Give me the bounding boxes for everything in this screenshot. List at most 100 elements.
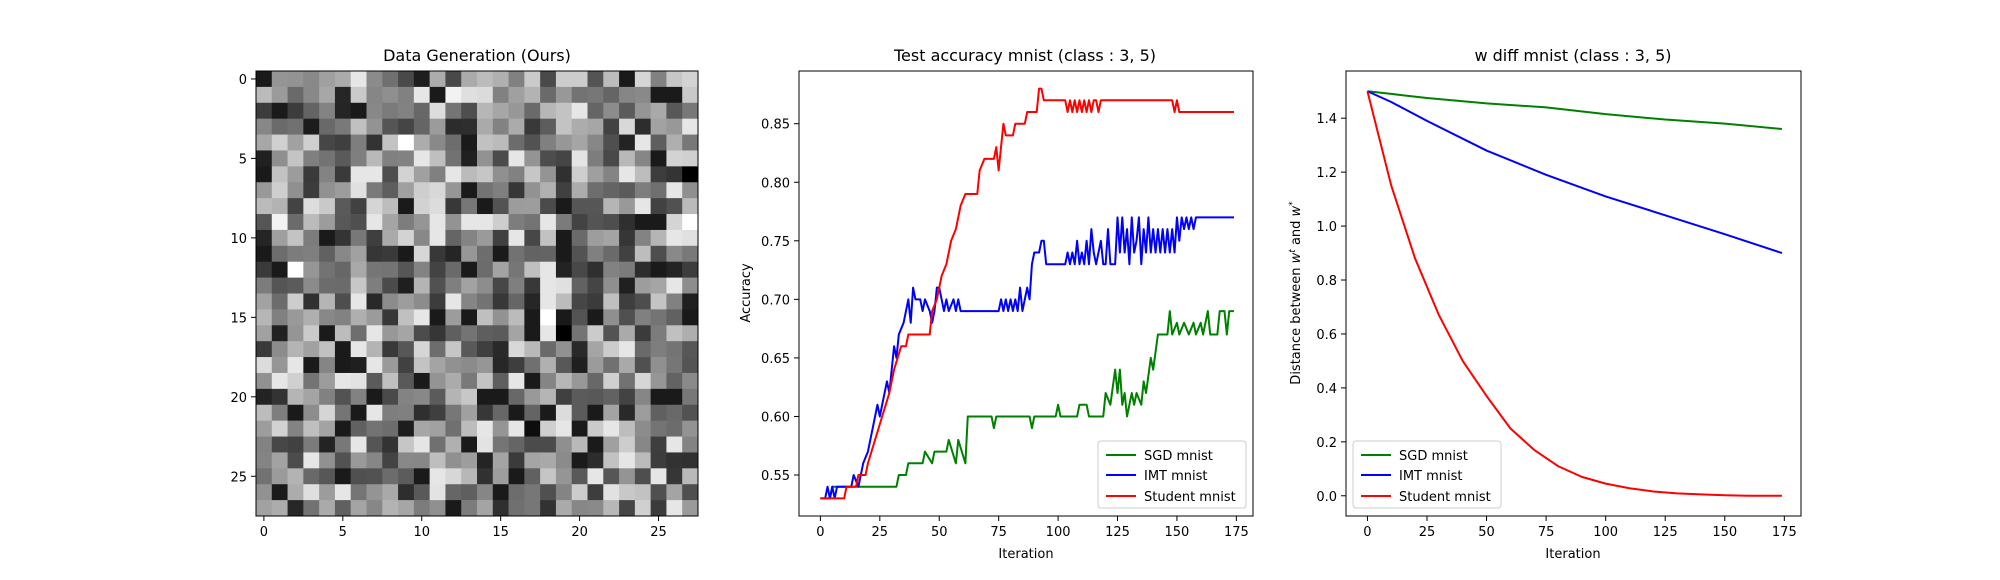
heatmap-cell [508, 500, 525, 517]
heatmap-cell [382, 214, 399, 231]
heatmap-cell [334, 468, 352, 485]
heatmap-cell [303, 293, 320, 310]
heatmap-cell [382, 229, 399, 247]
heatmap-cell [587, 182, 604, 199]
heatmap-cell [587, 166, 604, 183]
heatmap-cell [477, 134, 494, 151]
heatmap-cell [682, 134, 699, 151]
heatmap-cell [619, 436, 636, 453]
heatmap-cell [256, 86, 273, 104]
heatmap-cell [382, 86, 399, 104]
heatmap-cell [650, 102, 667, 120]
heatmap-cell [445, 277, 462, 294]
heatmap-cell [382, 277, 399, 294]
heatmap-cell [303, 484, 320, 501]
heatmap-cell [587, 245, 604, 263]
heatmap-cell [634, 71, 651, 88]
heatmap-cell [303, 404, 320, 421]
heatmap-cell [461, 404, 478, 421]
heatmap-cell [603, 388, 620, 406]
heatmap-cell [382, 245, 399, 263]
heatmap-cell [524, 150, 541, 167]
heatmap-cell [413, 134, 430, 151]
heatmap-cell [666, 245, 683, 263]
heatmap-cell [429, 86, 446, 104]
heatmap-cell [540, 357, 557, 374]
heatmap-cell [319, 452, 336, 469]
heatmap-cell [492, 500, 509, 517]
heatmap-cell [477, 102, 494, 120]
heatmap-cell [634, 452, 651, 469]
heatmap-cell [477, 214, 494, 231]
heatmap-cell [682, 214, 699, 231]
heatmap-y-tick-label: 10 [230, 232, 247, 247]
heatmap-cell [429, 420, 446, 437]
heatmap-cell [350, 102, 367, 120]
heatmap-cell [413, 452, 430, 469]
accuracy-y-tick-label: 0.60 [761, 410, 790, 425]
heatmap-cell [445, 198, 462, 215]
heatmap-cell [350, 468, 367, 485]
heatmap-cell [682, 468, 699, 485]
heatmap-cell [271, 118, 288, 135]
heatmap-cell [603, 452, 620, 469]
heatmap-cell [256, 134, 273, 151]
heatmap-cell [524, 325, 541, 342]
wdiff-x-tick-label: 125 [1653, 525, 1678, 540]
heatmap-cell [571, 150, 588, 167]
heatmap-cell [524, 452, 541, 469]
heatmap-cell [634, 261, 651, 278]
heatmap-cell [540, 214, 557, 231]
heatmap-cell [634, 404, 651, 421]
heatmap-cell [350, 388, 367, 406]
accuracy-series-imt [820, 216, 1234, 500]
heatmap-cell [429, 484, 446, 501]
heatmap-cell [461, 150, 478, 167]
heatmap-cell [350, 229, 367, 247]
heatmap-cell [571, 134, 588, 151]
heatmap-cell [461, 372, 478, 390]
heatmap-cell [492, 229, 509, 247]
heatmap-cell [477, 468, 494, 485]
heatmap-panel: Data Generation (Ours) 0 5 10 15 20 25 0 5 10 15… [230, 46, 699, 540]
heatmap-cell [413, 245, 430, 263]
heatmap-cell [492, 341, 509, 358]
heatmap-cell [413, 182, 430, 199]
heatmap-cell [524, 341, 541, 358]
wdiff-x-tick-label: 50 [1478, 525, 1495, 540]
heatmap-cell [571, 468, 588, 485]
heatmap-cell [445, 372, 462, 390]
heatmap-cell [603, 71, 620, 88]
heatmap-cell [334, 261, 352, 278]
heatmap-cell [555, 388, 573, 406]
heatmap-cell [429, 341, 446, 358]
heatmap-cell [508, 166, 525, 183]
heatmap-cell [650, 229, 667, 247]
heatmap-cell [413, 102, 430, 120]
heatmap-cell [682, 404, 699, 421]
heatmap-cell [382, 404, 399, 421]
heatmap-cell [413, 357, 430, 374]
heatmap-cell [271, 150, 288, 167]
heatmap-cell [398, 214, 415, 231]
heatmap-cell [524, 245, 541, 263]
heatmap-cell [634, 357, 651, 374]
heatmap-cell [603, 500, 620, 517]
heatmap-cell [350, 198, 367, 215]
heatmap-cell [587, 198, 604, 215]
heatmap-cell [287, 500, 304, 517]
heatmap-cell [366, 102, 383, 120]
heatmap-cell [319, 468, 336, 485]
heatmap-cell [366, 468, 383, 485]
heatmap-cell [508, 214, 525, 231]
heatmap-cell [366, 261, 383, 278]
accuracy-x-tick-label: 75 [990, 525, 1007, 540]
heatmap-cell [366, 166, 383, 183]
wdiff-legend-label-imt: IMT mnist [1399, 469, 1463, 484]
heatmap-cell [445, 309, 462, 326]
heatmap-cell [508, 134, 525, 151]
heatmap-cell [571, 309, 588, 326]
wdiff-series-lines [1366, 90, 1783, 497]
heatmap-frame [255, 70, 699, 517]
heatmap-x-tick-label: 20 [571, 525, 588, 540]
